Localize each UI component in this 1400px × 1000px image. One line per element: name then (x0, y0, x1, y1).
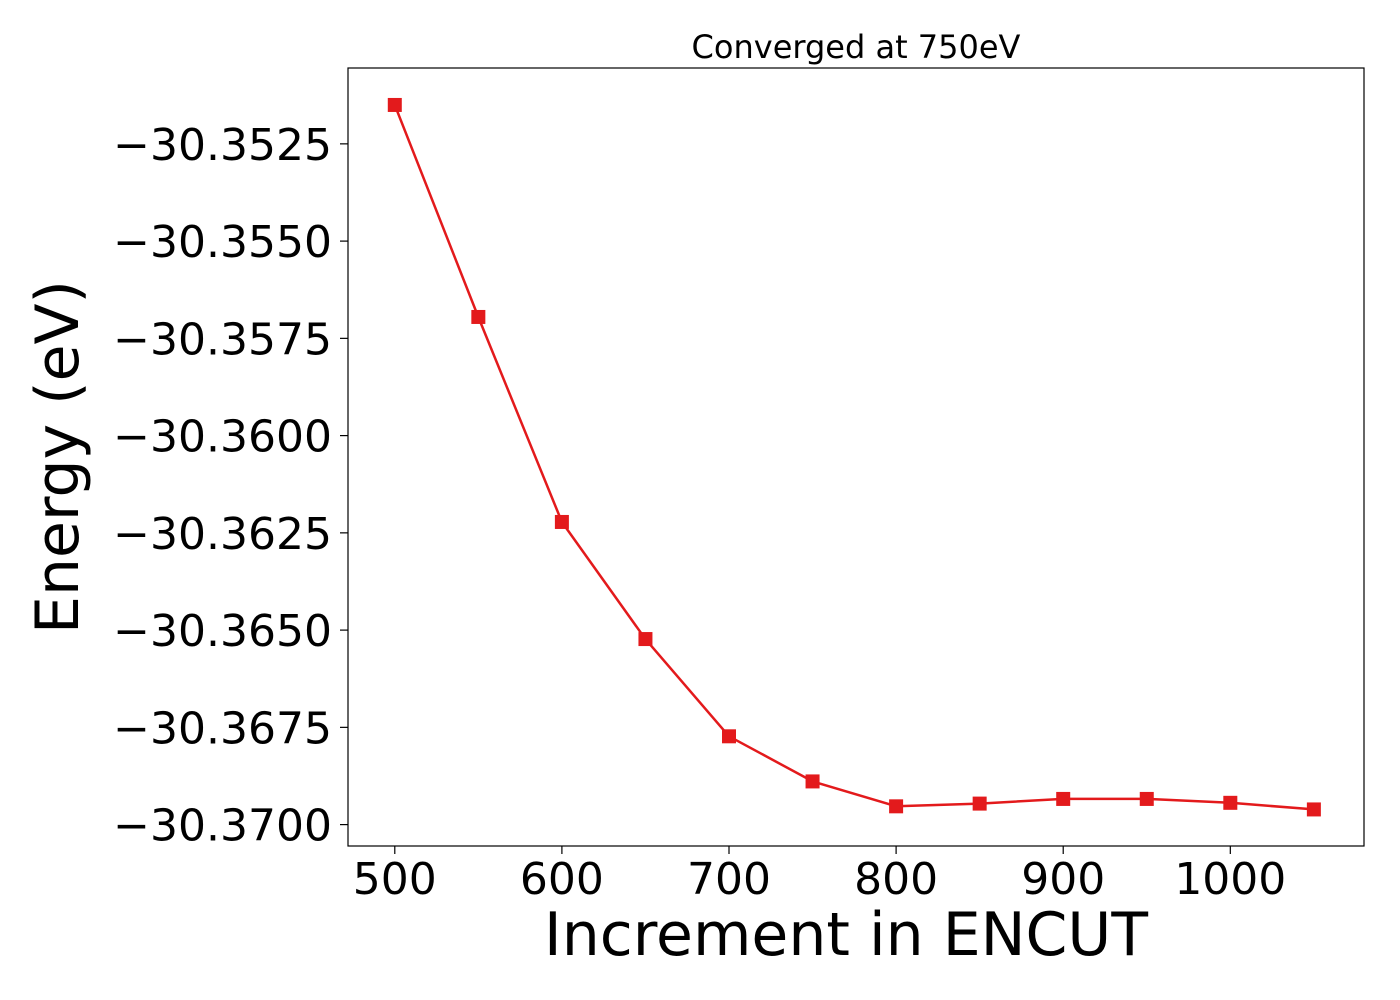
data-point-marker (554, 514, 569, 529)
y-axis: −30.3525 −30.3550 −30.3575 −30.3600 −30.3625… (113, 120, 348, 852)
y-tick-label: −30.3675 (113, 703, 332, 754)
data-point-marker (1223, 795, 1238, 810)
data-point-marker (1056, 791, 1071, 806)
y-tick-label: −30.3625 (113, 509, 332, 560)
series-line (393, 104, 1314, 811)
data-point-marker (722, 729, 736, 744)
x-tick-label: 1000 (1174, 854, 1286, 905)
y-axis-title: Energy (eV) (23, 280, 93, 634)
data-point-marker (805, 774, 820, 789)
data-point-marker (1306, 802, 1321, 817)
y-tick-label: −30.3575 (113, 314, 332, 365)
data-point-marker (387, 97, 402, 112)
data-point-marker (1139, 791, 1154, 806)
plot-area (347, 67, 1365, 847)
y-tick-label: −30.3650 (113, 606, 332, 657)
series-layer (387, 97, 1321, 817)
x-tick-label: 500 (353, 854, 437, 905)
x-tick-label: 600 (520, 854, 604, 905)
x-tick-label: 800 (854, 854, 938, 905)
data-point-marker (889, 799, 904, 814)
x-axis: 500 600 700 800 900 1000 (353, 846, 1286, 905)
y-tick-label: −30.3550 (113, 217, 332, 268)
y-tick-label: −30.3700 (113, 801, 332, 852)
data-point-marker (638, 632, 653, 647)
x-tick-label: 700 (687, 854, 771, 905)
chart-title: Converged at 750eV (692, 28, 1021, 66)
y-tick-label: −30.3600 (113, 412, 332, 463)
data-point-marker (972, 796, 987, 811)
data-point-marker (471, 309, 486, 324)
x-tick-label: 900 (1021, 854, 1105, 905)
x-axis-title: Increment in ENCUT (544, 900, 1148, 970)
y-tick-label: −30.3525 (113, 120, 332, 171)
